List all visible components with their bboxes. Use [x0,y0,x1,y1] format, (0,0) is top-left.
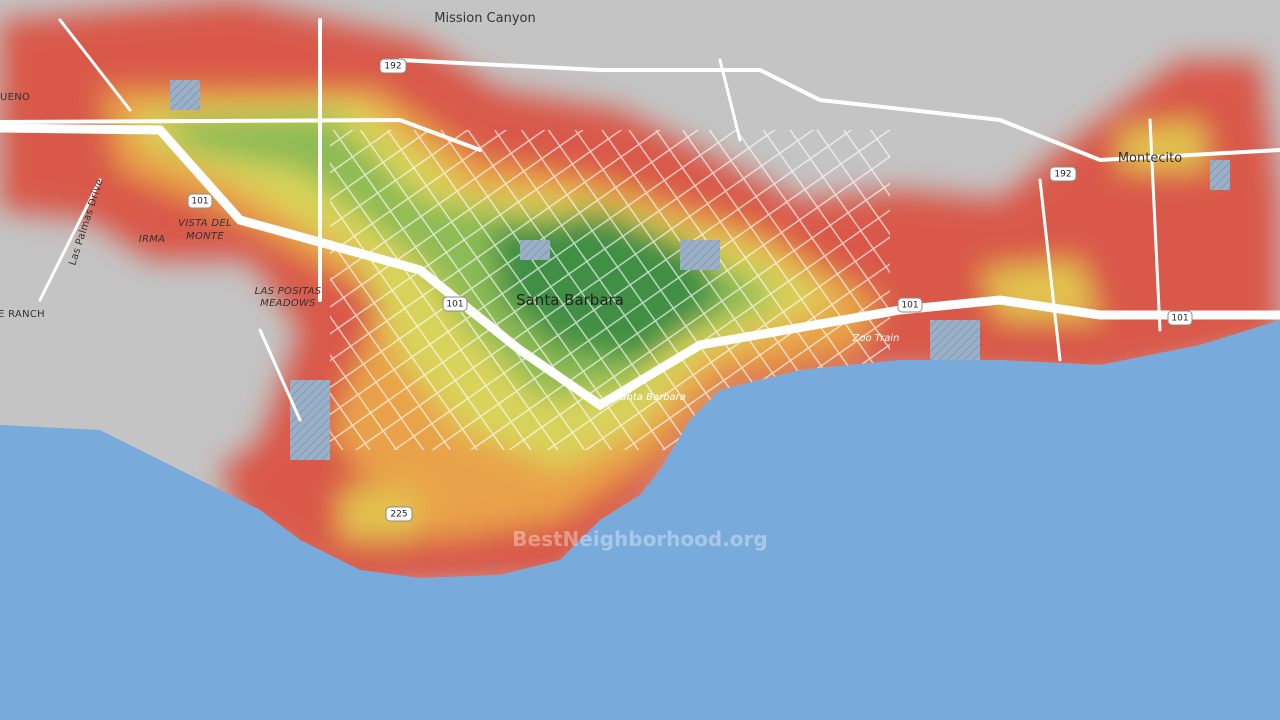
route-shield: 192 [1054,170,1071,180]
neighborhood-label: MEADOWS [260,298,316,309]
neighborhood-label: UENO [0,92,30,103]
neighborhood-label: E RANCH [0,309,45,320]
neighborhood-label: LAS POSITAS [255,286,322,297]
watermark: BestNeighborhood.org [512,527,767,551]
route-shield: 101 [1171,314,1188,324]
neighborhood-label: IRMA [139,234,166,245]
place-label: Mission Canyon [434,11,535,26]
route-shield: 192 [384,62,401,72]
neighborhood-label: VISTA DEL [178,218,232,229]
route-shield: 101 [191,197,208,207]
place-label: Montecito [1118,151,1182,166]
route-shield: 225 [390,510,407,520]
neighborhood-label: MONTE [186,231,224,242]
station-label: Santa Barbara [614,392,686,403]
roads [0,18,1280,422]
poi-label: Zoo Train [852,333,900,344]
route-shield: 101 [446,300,463,310]
city-label: Santa Barbara [516,291,624,309]
shields: 192 192 101 101 101 101 225 [187,58,1193,522]
route-shield: 101 [901,301,918,311]
